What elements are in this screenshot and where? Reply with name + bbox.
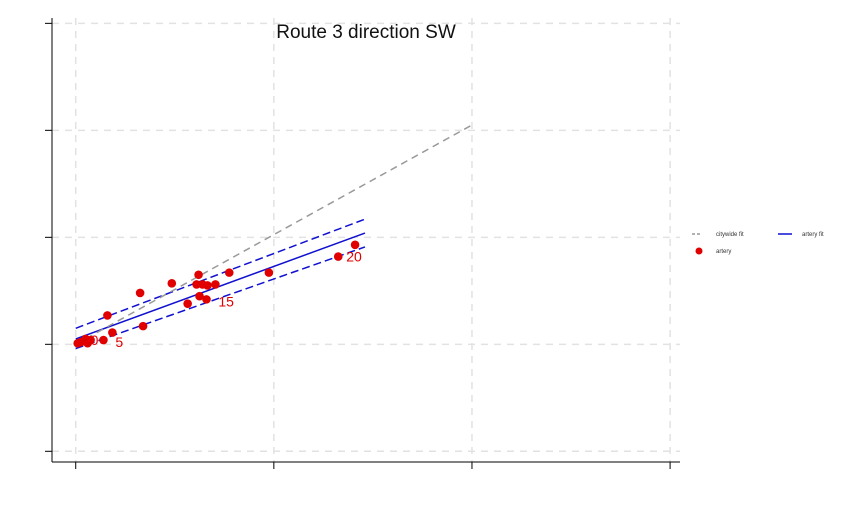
artery-point-18 — [203, 281, 212, 290]
artery-point-19 — [211, 280, 220, 289]
point-labels: 0 5 15 20 — [91, 249, 362, 351]
legend-artery-fit-label: artery fit — [802, 232, 824, 238]
artery-point-6 — [99, 335, 108, 345]
artery-point-17 — [202, 295, 211, 304]
legend-artery-swatch — [695, 247, 703, 255]
point-label-0: 0 — [91, 332, 99, 348]
axis-ticks — [45, 22, 671, 469]
fit-lines — [75, 124, 473, 350]
artery-fit-upper-line — [75, 218, 366, 329]
artery-point-14 — [194, 270, 203, 280]
artery-point-5 — [86, 335, 95, 345]
artery-point-13 — [192, 280, 201, 289]
legend: citywide fit artery fit artery — [692, 232, 824, 255]
artery-point-23 — [350, 240, 360, 250]
artery-point-12 — [183, 299, 192, 308]
artery-point-7 — [103, 311, 112, 320]
point-label-20: 20 — [346, 249, 362, 265]
artery-point-20 — [224, 268, 234, 277]
point-label-5: 5 — [115, 334, 123, 350]
artery-point-15 — [195, 291, 204, 301]
artery-fit-lower-line — [75, 246, 366, 350]
chart-title: Route 3 direction SW — [276, 22, 456, 43]
citywide-fit-line — [75, 124, 473, 345]
artery-point-8 — [108, 328, 117, 337]
artery-fit-line — [75, 232, 366, 340]
legend-citywide-fit-label: citywide fit — [716, 232, 744, 238]
axes — [51, 18, 680, 463]
point-label-15: 15 — [218, 294, 234, 310]
data-points — [73, 240, 360, 348]
artery-point-21 — [264, 268, 274, 277]
legend-artery-label: artery — [716, 249, 731, 255]
artery-point-10 — [138, 321, 148, 331]
artery-point-22 — [333, 252, 343, 261]
artery-point-11 — [167, 279, 177, 288]
artery-point-9 — [135, 288, 145, 298]
gridlines — [52, 18, 680, 462]
